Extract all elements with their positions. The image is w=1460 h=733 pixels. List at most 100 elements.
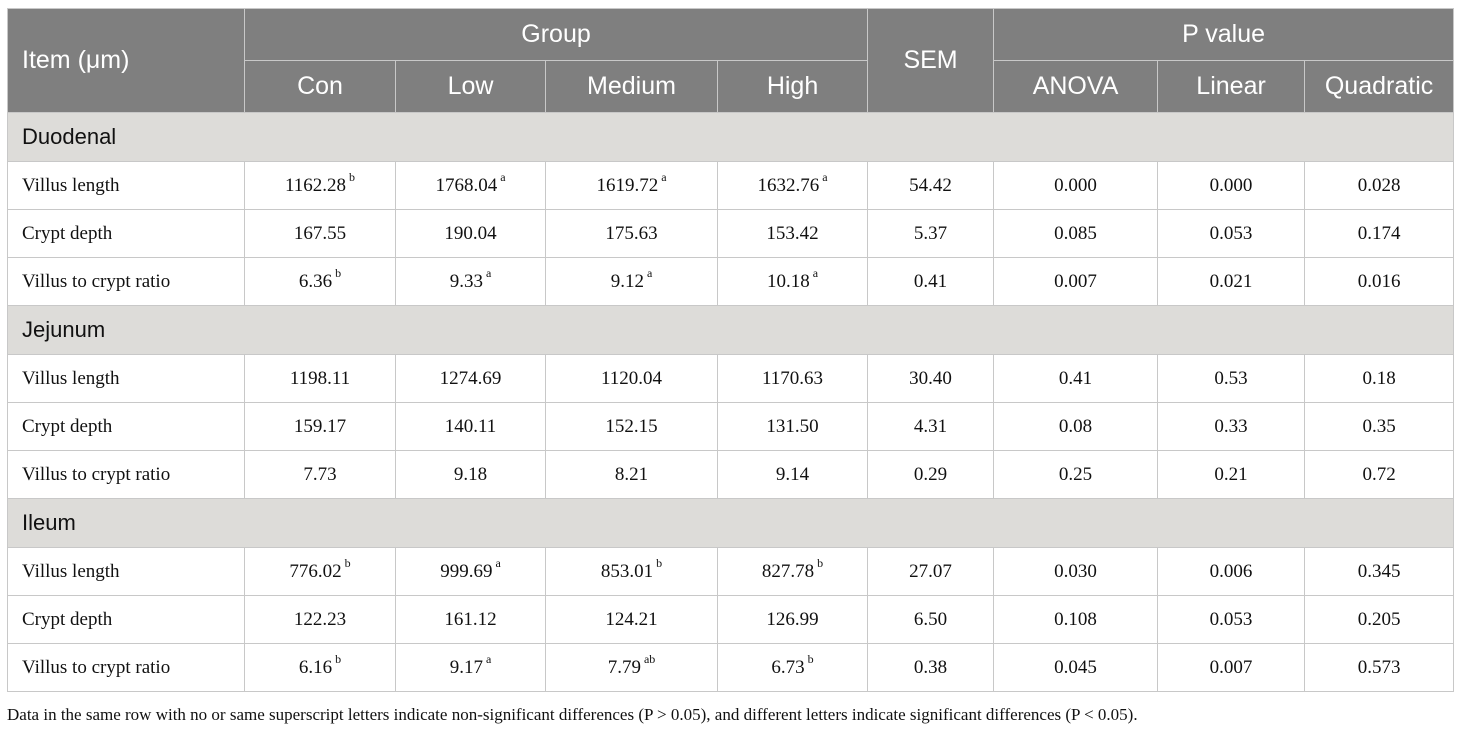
section-title: Duodenal (6, 112, 1455, 162)
table-container: Item (μm) Group SEM P value Con Low Medi… (6, 8, 1455, 692)
group-value-cell: 159.17 (244, 402, 396, 451)
superscript-letter: a (500, 170, 506, 185)
group-value: 7.73 (303, 463, 337, 485)
table-row: Villus length 1162.28 b 1768.04 a 1619.72 a 163… (7, 161, 1455, 210)
superscript-letter: a (646, 266, 653, 281)
group-value: 9.12 (610, 270, 644, 292)
anova-header: ANOVA (993, 60, 1159, 113)
group-value: 124.21 (605, 608, 658, 630)
group-value-cell: 853.01 b (545, 547, 718, 596)
group-value-cell: 190.04 (395, 209, 546, 258)
superscript-letter: b (335, 652, 342, 667)
group-value: 1120.04 (600, 367, 663, 389)
group-value: 9.33 (449, 270, 483, 292)
group-value: 776.02 (289, 560, 342, 582)
group-value-cell: 7.73 (244, 450, 396, 499)
sem-value: 0.38 (867, 643, 995, 692)
superscript-letter: ab (643, 652, 656, 667)
superscript-letter: b (656, 556, 663, 571)
section-title: Jejunum (6, 305, 1455, 355)
superscript-letter: a (822, 170, 828, 185)
group-value: 140.11 (444, 415, 497, 437)
row-label: Villus to crypt ratio (7, 643, 245, 692)
group-value-cell: 1619.72 a (545, 161, 718, 210)
group-value-cell: 9.12 a (545, 257, 718, 306)
p-value: 0.41 (993, 354, 1159, 403)
data-table: Item (μm) Group SEM P value Con Low Medi… (6, 8, 1455, 692)
sem-value: 5.37 (867, 209, 995, 258)
group-value-cell: 1274.69 (395, 354, 546, 403)
table-row: Villus to crypt ratio 7.73 9.18 8.21 9.14 0.2… (7, 450, 1455, 499)
group-value-cell: 9.17 a (395, 643, 546, 692)
group-low-header: Low (395, 60, 546, 113)
group-value-cell: 126.99 (716, 595, 869, 644)
section-title: Ileum (6, 498, 1455, 548)
p-value: 0.72 (1304, 450, 1455, 499)
p-value: 0.016 (1304, 257, 1455, 306)
p-value: 0.174 (1304, 209, 1455, 258)
group-value: 1198.11 (289, 367, 351, 389)
section-row: Ileum (6, 498, 1455, 548)
group-value-cell: 122.23 (244, 595, 396, 644)
p-value: 0.021 (1157, 257, 1306, 306)
p-value: 0.085 (993, 209, 1159, 258)
superscript-letter: b (807, 652, 814, 667)
group-value: 853.01 (600, 560, 654, 582)
p-value: 0.08 (993, 402, 1159, 451)
group-value-cell: 9.33 a (395, 257, 546, 306)
sem-value: 6.50 (867, 595, 995, 644)
group-value-cell: 175.63 (545, 209, 718, 258)
group-value-cell: 8.21 (545, 450, 718, 499)
p-value: 0.028 (1304, 161, 1455, 210)
group-value: 175.63 (605, 222, 658, 244)
table-row: Villus length 1198.11 1274.69 1120.04 1170.6… (7, 354, 1455, 403)
group-value-cell: 999.69 a (395, 547, 546, 596)
p-value: 0.33 (1157, 402, 1306, 451)
group-value: 159.17 (293, 415, 347, 437)
p-value: 0.53 (1157, 354, 1306, 403)
group-medium-header: Medium (545, 60, 718, 113)
table-body: Duodenal Villus length 1162.28 b 1768.04 a 161… (6, 112, 1455, 692)
p-value: 0.21 (1157, 450, 1306, 499)
group-value-cell: 7.79 ab (545, 643, 718, 692)
group-value-cell: 152.15 (545, 402, 718, 451)
group-value-cell: 153.42 (716, 209, 869, 258)
group-value: 152.15 (605, 415, 658, 437)
p-value: 0.053 (1157, 595, 1306, 644)
table-header: Item (μm) Group SEM P value Con Low Medi… (7, 8, 1455, 113)
group-value: 1170.63 (762, 367, 824, 389)
table-row: Villus length 776.02 b 999.69 a 853.01 b 827.78… (7, 547, 1455, 596)
row-label: Villus length (7, 354, 245, 403)
group-value: 131.50 (766, 415, 819, 437)
group-value-cell: 9.14 (716, 450, 869, 499)
group-value-cell: 6.36 b (244, 257, 396, 306)
table-row: Villus to crypt ratio 6.36 b 9.33 a 9.12 a 10.1… (7, 257, 1455, 306)
sem-value: 54.42 (867, 161, 995, 210)
section-row: Duodenal (6, 112, 1455, 162)
group-value: 7.79 (607, 656, 641, 678)
p-value: 0.000 (993, 161, 1159, 210)
group-value-cell: 9.18 (395, 450, 546, 499)
group-value-cell: 1198.11 (244, 354, 396, 403)
group-header: Group (243, 8, 869, 61)
group-value: 6.16 (298, 656, 333, 678)
table-row: Crypt depth 122.23 161.12 124.21 126.99 6.50 0… (7, 595, 1455, 644)
superscript-letter: a (812, 266, 819, 281)
p-value: 0.000 (1157, 161, 1306, 210)
superscript-letter: a (495, 556, 501, 571)
group-value: 167.55 (293, 222, 347, 244)
group-value-cell: 10.18 a (716, 257, 869, 306)
sem-value: 0.41 (867, 257, 995, 306)
superscript-letter: a (661, 170, 667, 185)
superscript-letter: a (485, 266, 492, 281)
row-label: Villus length (7, 161, 245, 210)
table-row: Villus to crypt ratio 6.16 b 9.17 a 7.79 ab 6.7… (7, 643, 1455, 692)
p-value: 0.345 (1304, 547, 1455, 596)
group-value-cell: 131.50 (716, 402, 869, 451)
group-value-cell: 167.55 (244, 209, 396, 258)
group-value-cell: 140.11 (395, 402, 546, 451)
group-value: 10.18 (766, 270, 810, 292)
group-value: 1162.28 (284, 174, 347, 196)
group-value: 1768.04 (435, 174, 498, 196)
group-high-header: High (716, 60, 869, 113)
